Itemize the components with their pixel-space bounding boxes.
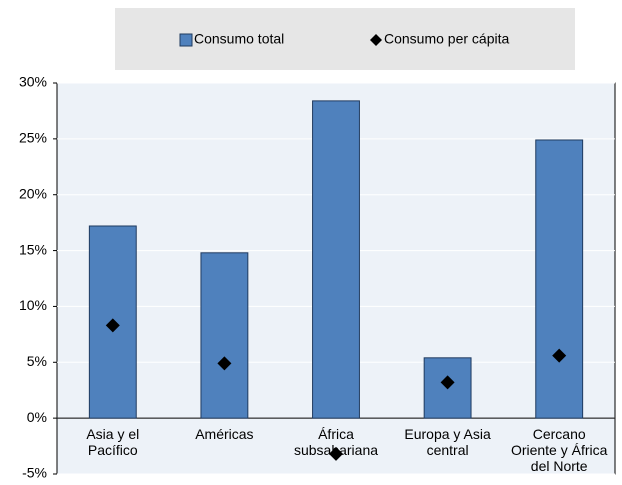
y-tick-label: 0% bbox=[27, 409, 47, 425]
y-tick-label: 20% bbox=[19, 185, 47, 201]
x-tick-label: Europa y Asia central bbox=[404, 426, 491, 459]
legend-label: Consumo total bbox=[194, 31, 284, 47]
marker bbox=[105, 318, 120, 333]
marker bbox=[217, 356, 232, 371]
y-tick-label: 5% bbox=[27, 353, 47, 369]
bar bbox=[535, 139, 584, 419]
y-tick-label: 30% bbox=[19, 74, 47, 90]
marker bbox=[552, 348, 567, 363]
y-tick-label: 15% bbox=[19, 241, 47, 257]
bar bbox=[200, 252, 249, 419]
marker bbox=[440, 375, 455, 390]
legend-swatch bbox=[370, 34, 382, 46]
legend-label: Consumo per cápita bbox=[384, 31, 510, 47]
y-tick-label: -5% bbox=[22, 465, 47, 481]
marker bbox=[329, 446, 343, 461]
y-tick-label: 25% bbox=[19, 130, 47, 146]
x-tick-label: Asia y el Pacífico bbox=[86, 426, 140, 459]
bar bbox=[312, 100, 360, 419]
legend-swatch bbox=[179, 33, 193, 47]
y-tick-label: 10% bbox=[19, 297, 47, 313]
x-tick-label: África subsahariana bbox=[293, 426, 379, 459]
x-tick-label: Cercano Oriente y África del Norte bbox=[510, 426, 608, 475]
x-tick-label: Américas bbox=[195, 426, 254, 443]
